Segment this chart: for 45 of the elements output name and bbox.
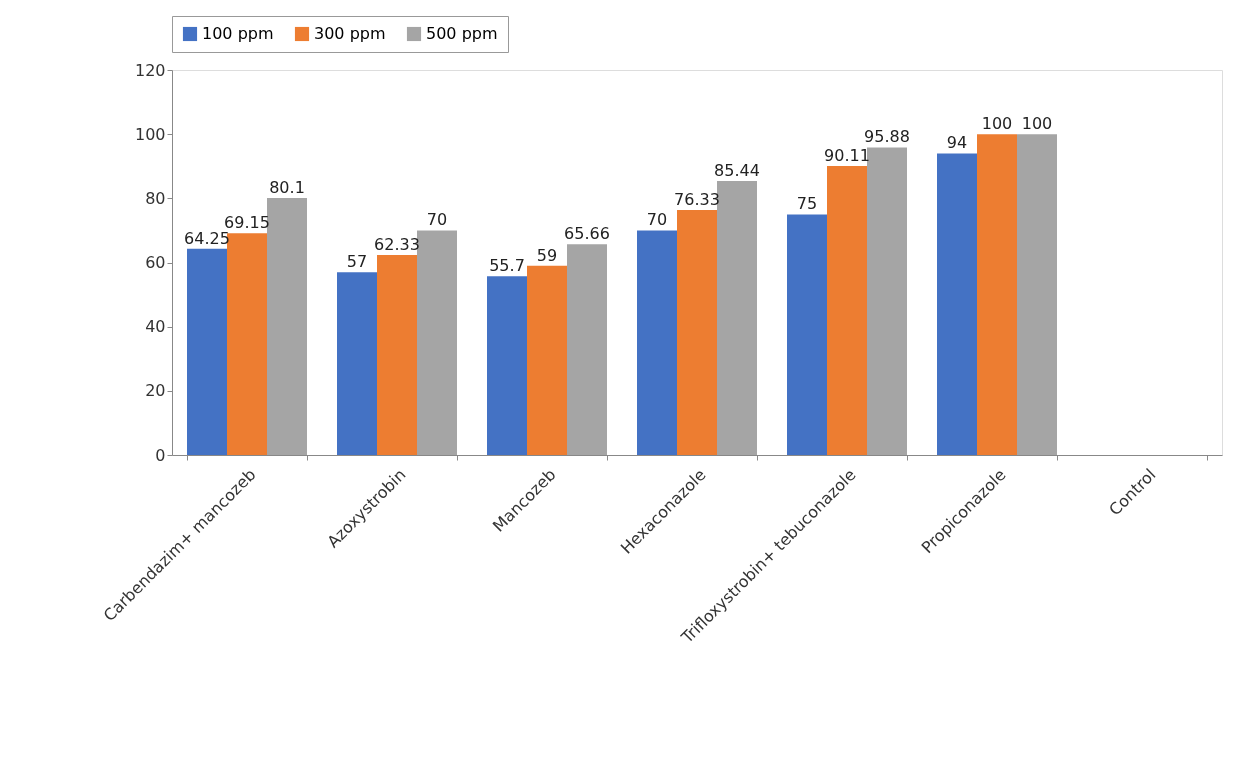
bar xyxy=(417,230,457,455)
data-label: 80.1 xyxy=(269,178,305,198)
bar xyxy=(867,147,907,455)
bar xyxy=(1017,134,1057,455)
legend-label: 300 ppm xyxy=(314,24,386,43)
legend-label: 500 ppm xyxy=(426,24,498,43)
bar xyxy=(227,233,267,455)
bar xyxy=(827,165,867,455)
y-tick-label: 100 xyxy=(134,124,166,144)
data-label: 70 xyxy=(426,210,448,230)
y-tick-label: 20 xyxy=(145,381,166,401)
data-label: 95.88 xyxy=(864,127,910,147)
bar xyxy=(787,214,827,455)
y-tick-label: 0 xyxy=(155,445,166,465)
bar xyxy=(937,153,977,455)
y-tick-label: 80 xyxy=(145,188,166,208)
bar xyxy=(717,180,757,455)
data-label: 76.33 xyxy=(674,190,720,210)
data-label: 100 xyxy=(1021,114,1053,134)
data-label: 90.11 xyxy=(824,145,870,165)
data-label: 75 xyxy=(796,194,818,214)
bar xyxy=(567,244,607,455)
data-label: 69.15 xyxy=(224,213,270,233)
bar xyxy=(377,255,417,455)
data-label: 65.66 xyxy=(564,224,610,244)
data-label: 85.44 xyxy=(714,160,760,180)
data-label: 57 xyxy=(346,252,368,272)
data-label: 62.33 xyxy=(374,235,420,255)
data-label: 59 xyxy=(536,245,558,265)
y-tick-label: 120 xyxy=(134,60,166,80)
bar xyxy=(977,134,1017,455)
data-label: 100 xyxy=(981,114,1013,134)
data-label: 70 xyxy=(646,210,668,230)
bar xyxy=(527,265,567,455)
bar xyxy=(487,276,527,455)
y-tick-label: 40 xyxy=(145,317,166,337)
bar xyxy=(677,210,717,455)
bar xyxy=(337,272,377,455)
data-label: 94 xyxy=(946,133,968,153)
y-tick-label: 60 xyxy=(145,253,166,272)
bar xyxy=(267,198,307,455)
data-label: 55.7 xyxy=(489,256,525,276)
bar xyxy=(637,230,677,455)
bar xyxy=(187,248,227,455)
legend-label: 100 ppm xyxy=(202,24,274,43)
